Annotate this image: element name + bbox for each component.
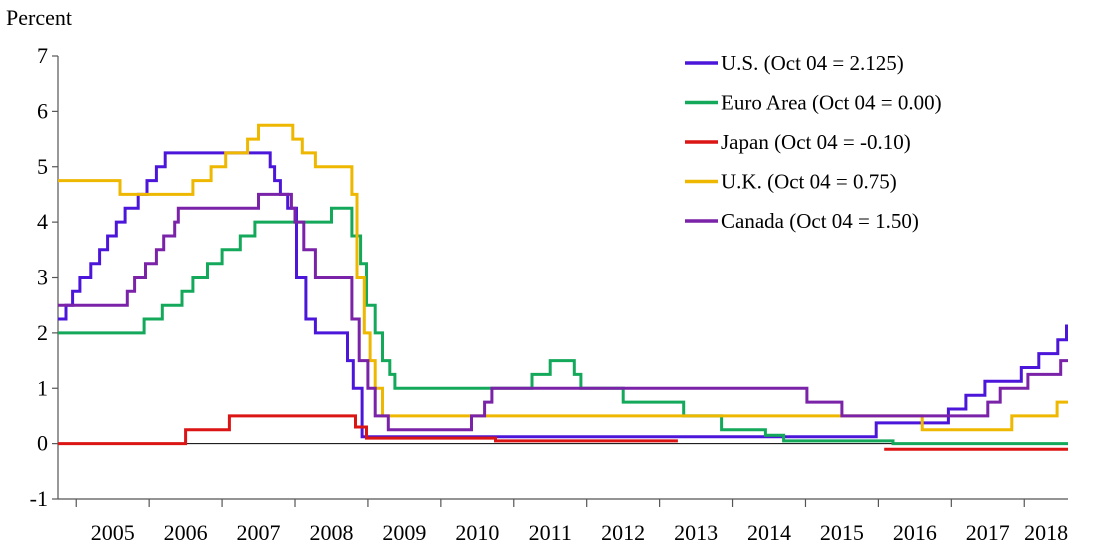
x-tick-label: 2007 <box>237 520 281 545</box>
legend: U.S. (Oct 04 = 2.125) Euro Area (Oct 04 =… <box>685 51 942 233</box>
series-line-1 <box>58 206 1068 446</box>
series-line-4 <box>58 192 1068 432</box>
x-tick-label: 2008 <box>309 520 353 545</box>
legend-label-0: U.S. (Oct 04 = 2.125) <box>721 51 904 75</box>
y-tick-label: 3 <box>37 265 48 290</box>
axes: -1 0 1 2 3 4 5 6 7 2005 2006 2007 2008 2009 2010 2011 20… <box>30 43 1068 545</box>
y-tick-label: 7 <box>37 43 48 68</box>
x-tick-label: 2005 <box>91 520 135 545</box>
y-tick-label: 1 <box>37 375 48 400</box>
x-tick-label: 2017 <box>966 520 1010 545</box>
legend-label-2: Japan (Oct 04 = -0.10) <box>721 130 911 154</box>
x-tick-label: 2015 <box>820 520 864 545</box>
legend-label-3: U.K. (Oct 04 = 0.75) <box>721 170 897 194</box>
y-tick-label: 5 <box>37 154 48 179</box>
y-tick-label: 6 <box>37 98 48 123</box>
y-tick-label: -1 <box>30 486 48 511</box>
x-tick-label: 2012 <box>601 520 645 545</box>
x-tick-label: 2016 <box>893 520 937 545</box>
x-tick-label: 2013 <box>674 520 718 545</box>
series-lines <box>58 123 1068 451</box>
y-axis-label: Percent <box>6 5 72 30</box>
y-tick-label: 4 <box>37 209 48 234</box>
x-tick-label: 2011 <box>529 520 572 545</box>
y-tick-label: 0 <box>37 431 48 456</box>
series-line-3 <box>58 123 1068 432</box>
series-line-2 <box>58 414 1068 451</box>
x-tick-label: 2006 <box>164 520 208 545</box>
x-tick-label: 2014 <box>747 520 791 545</box>
series-line-0 <box>58 151 1068 439</box>
x-tick-label: 2018 <box>1024 520 1068 545</box>
legend-label-1: Euro Area (Oct 04 = 0.00) <box>721 91 942 115</box>
x-tick-label: 2010 <box>455 520 499 545</box>
y-tick-label: 2 <box>37 320 48 345</box>
x-tick-label: 2009 <box>382 520 426 545</box>
legend-label-4: Canada (Oct 04 = 1.50) <box>721 209 919 233</box>
